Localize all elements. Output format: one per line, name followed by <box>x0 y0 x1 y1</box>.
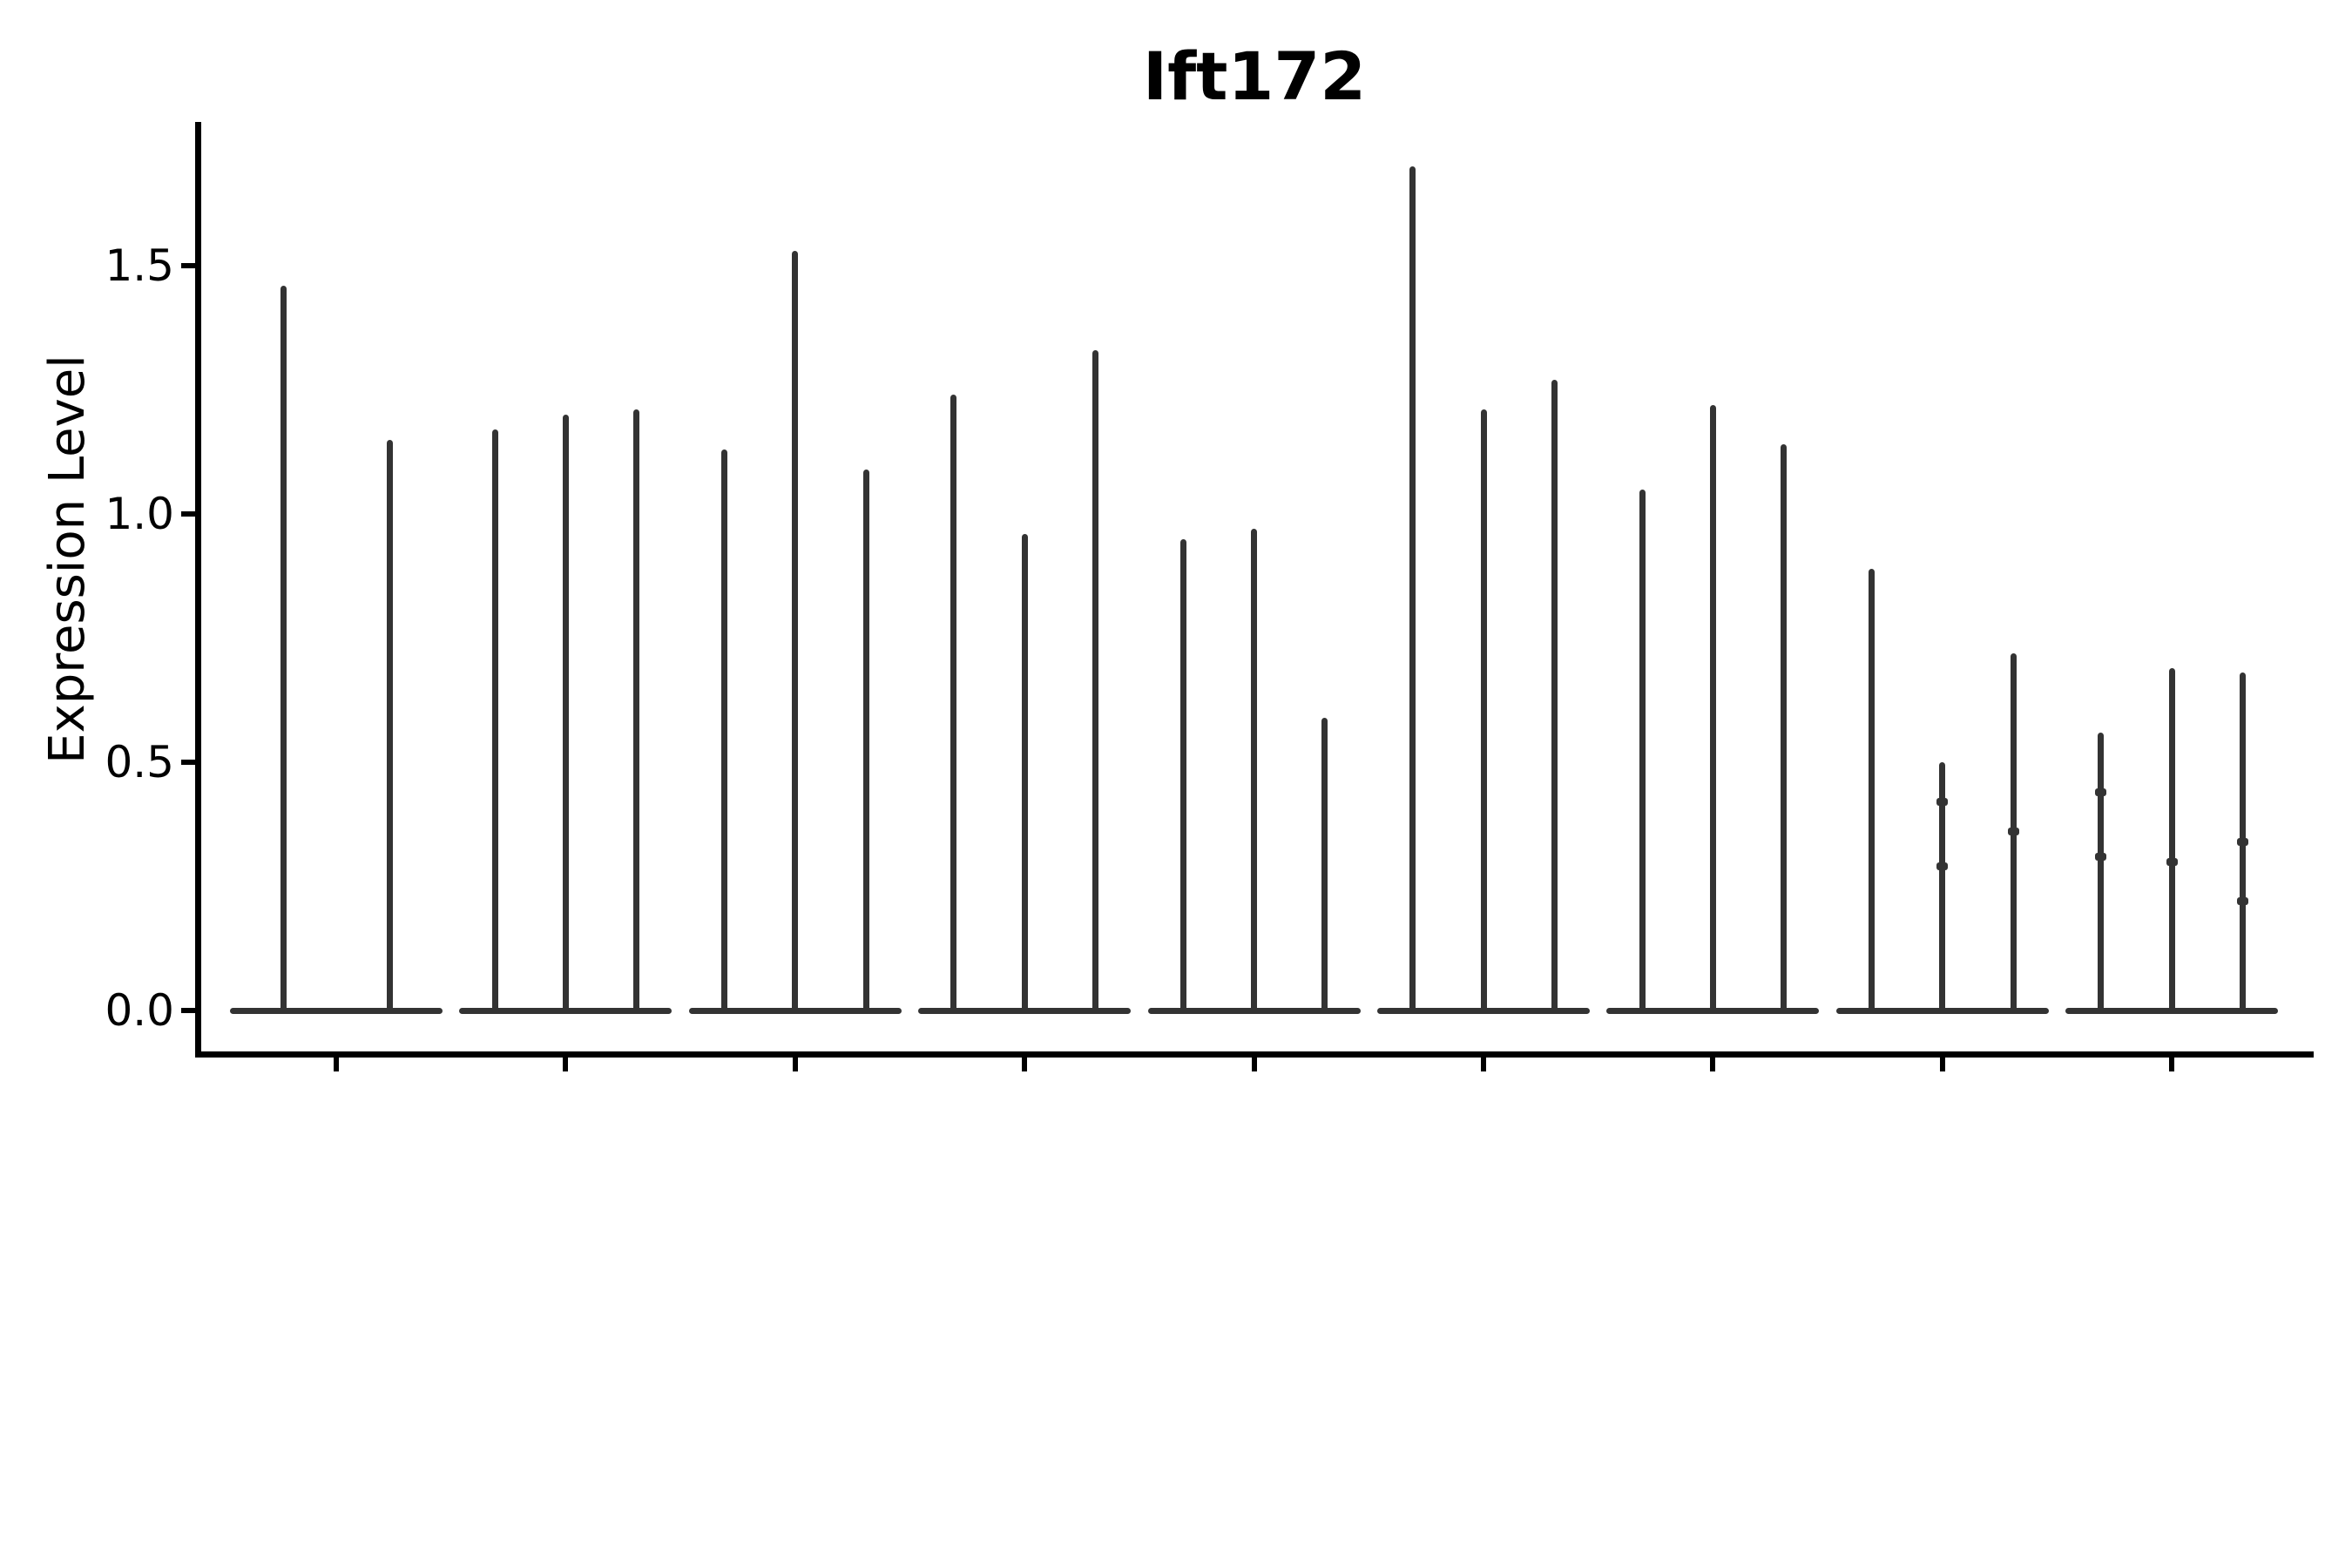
x-tick-mark <box>792 1058 798 1071</box>
violin-knot <box>2166 857 2178 866</box>
violin-knot <box>2095 852 2107 861</box>
violin-spike <box>2098 732 2105 1013</box>
violin-base <box>230 1007 443 1014</box>
y-axis-spine <box>195 122 201 1058</box>
violin-spike <box>1939 762 1946 1013</box>
violin-spike <box>1321 717 1328 1013</box>
y-tick-mark <box>181 1008 195 1013</box>
x-axis-spine <box>195 1051 2314 1058</box>
y-tick-mark <box>181 511 195 517</box>
violin-spike <box>1480 409 1487 1013</box>
y-tick-label: 0.0 <box>105 985 174 1036</box>
x-tick-mark <box>1022 1058 1028 1071</box>
violin-spike <box>1092 349 1099 1013</box>
violin-spike <box>792 250 799 1013</box>
x-tick-mark <box>1939 1058 1945 1071</box>
violin-knot <box>1936 862 1949 871</box>
violin-spike <box>2168 667 2175 1013</box>
violin-spike <box>1179 538 1186 1013</box>
y-tick-label: 1.5 <box>105 240 174 291</box>
violin-spike <box>386 439 393 1013</box>
violin-spike <box>862 469 869 1013</box>
violin-spike <box>633 409 640 1013</box>
violin-knot <box>2095 787 2107 796</box>
x-tick-mark <box>334 1058 339 1071</box>
y-tick-mark <box>181 263 195 268</box>
violin-spike <box>1409 166 1416 1013</box>
violin-knot <box>2237 837 2249 846</box>
x-tick-mark <box>1251 1058 1257 1071</box>
y-tick-label: 1.0 <box>105 489 174 539</box>
violin-spike <box>1868 568 1875 1013</box>
violin-spike <box>1781 444 1788 1013</box>
y-tick-mark <box>181 760 195 765</box>
violin-spike <box>562 415 569 1013</box>
violin-spike <box>720 449 727 1013</box>
violin-knot <box>2007 828 2019 836</box>
violin-spike <box>1709 404 1716 1013</box>
violin-knot <box>2237 897 2249 906</box>
y-tick-label: 0.5 <box>105 737 174 787</box>
x-tick-mark <box>1710 1058 1716 1071</box>
violin-spike <box>1639 489 1646 1013</box>
violin-spike <box>1251 529 1258 1013</box>
violin-knot <box>1936 798 1949 807</box>
x-tick-mark <box>1481 1058 1486 1071</box>
violin-spike <box>1551 380 1558 1013</box>
violin-spike <box>491 429 498 1013</box>
violin-spike <box>1021 533 1028 1013</box>
violin-spike <box>950 395 957 1013</box>
x-tick-mark <box>563 1058 569 1071</box>
x-tick-mark <box>2169 1058 2175 1071</box>
chart-title: Ift172 <box>1142 37 1367 115</box>
violin-spike <box>280 285 287 1013</box>
